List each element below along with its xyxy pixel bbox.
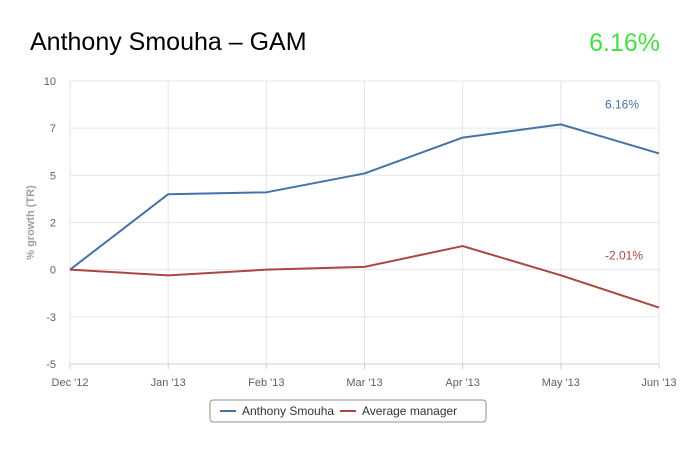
series-end-label: 6.16%: [605, 97, 639, 111]
y-tick-label: -3: [46, 312, 56, 324]
grid-lines: [69, 80, 660, 365]
x-tick-label: Feb '13: [248, 377, 284, 389]
series-end-label: -2.01%: [605, 249, 643, 263]
series-line-1: [69, 245, 660, 309]
legend-item-label: Anthony Smouha: [242, 404, 334, 418]
x-tick-label: Jan '13: [151, 377, 186, 389]
y-axis: 10 7 5 2 0 -3 -5 % growth (TR): [25, 76, 56, 371]
chart-title: Anthony Smouha – GAM: [30, 28, 307, 56]
y-tick-label: 2: [50, 218, 56, 230]
end-labels: 6.16% -2.01%: [605, 97, 643, 262]
x-axis: Dec '12 Jan '13 Feb '13 Mar '13 Apr '13 May '…: [52, 363, 677, 389]
legend: Anthony Smouha Average manager: [209, 399, 487, 423]
headline-value: 6.16%: [589, 29, 660, 57]
x-tick-label: Apr '13: [445, 377, 480, 389]
legend-item-label: Average manager: [362, 404, 457, 418]
series-lines: [69, 123, 660, 309]
x-tick-label: Jun '13: [641, 377, 676, 389]
x-tick-label: Mar '13: [346, 377, 382, 389]
y-tick-label: -5: [46, 359, 56, 371]
x-tick-label: Dec '12: [52, 377, 89, 389]
x-tick-label: May '13: [542, 377, 580, 389]
y-tick-label: 10: [44, 76, 56, 88]
y-tick-label: 5: [50, 170, 56, 182]
y-tick-label: 0: [50, 265, 56, 277]
series-line-0: [69, 123, 660, 271]
y-tick-label: 7: [50, 123, 56, 135]
y-axis-label: % growth (TR): [25, 185, 37, 260]
